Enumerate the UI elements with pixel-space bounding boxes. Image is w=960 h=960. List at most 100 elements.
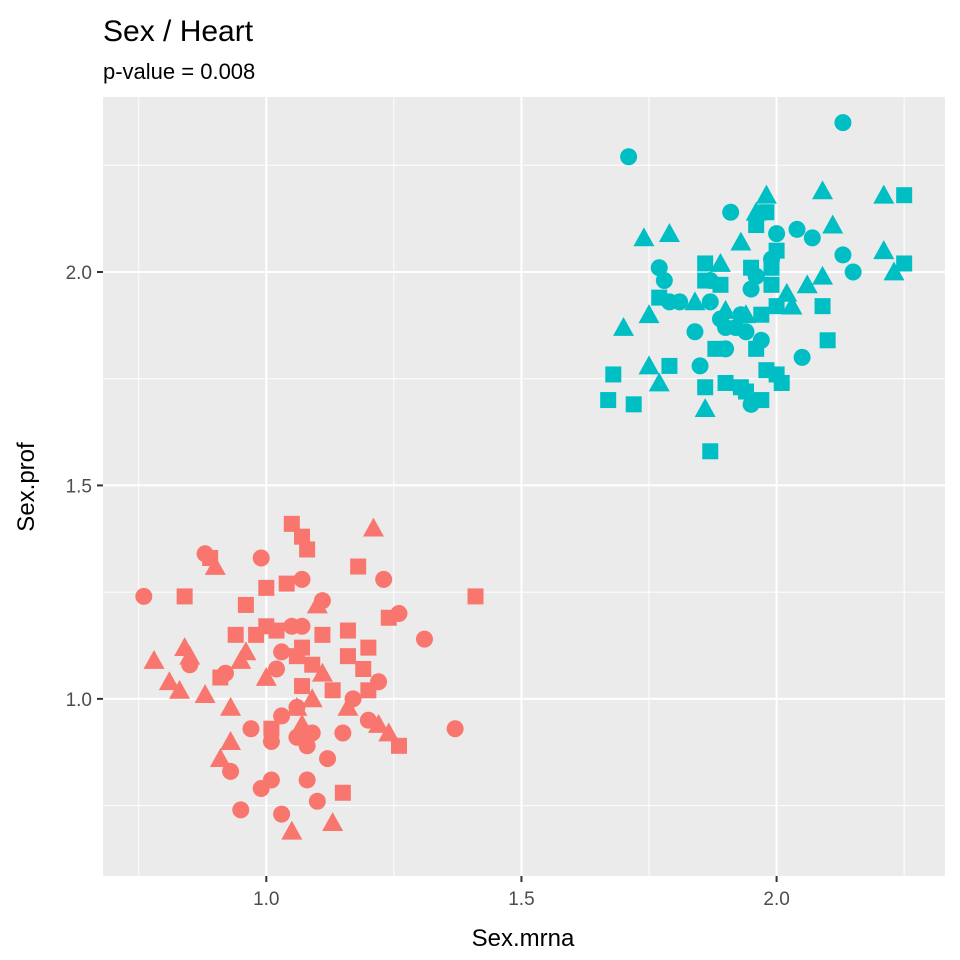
data-point-square — [360, 682, 377, 699]
data-point-triangle — [235, 641, 257, 661]
data-point-square — [814, 298, 831, 315]
data-point-triangle — [658, 223, 680, 242]
data-point-circle — [650, 259, 668, 277]
data-point-triangle — [812, 180, 834, 200]
data-point-triangle — [822, 214, 844, 234]
data-point-circle — [232, 801, 250, 819]
data-point-triangle — [220, 731, 242, 750]
plot-panel — [103, 97, 945, 876]
y-tick-label: 1.5 — [66, 476, 92, 497]
data-point-square — [299, 541, 316, 558]
data-point-circle — [242, 720, 260, 738]
data-point-circle — [359, 711, 377, 729]
data-point-triangle — [194, 684, 216, 703]
data-point-square — [697, 255, 714, 272]
data-point-square — [355, 660, 372, 677]
data-point-triangle — [306, 594, 328, 614]
data-point-circle — [262, 733, 280, 751]
x-tick-label: 2.0 — [763, 889, 789, 910]
chart-subtitle: p-value = 0.008 — [103, 59, 255, 84]
data-point-square — [712, 276, 729, 293]
data-point-square — [294, 639, 311, 656]
data-point-square — [314, 626, 331, 643]
data-point-circle — [844, 263, 862, 281]
x-axis: 1.0 1.5 2.0 — [253, 876, 790, 910]
data-point-square — [294, 528, 311, 545]
data-point-square — [697, 272, 714, 289]
data-point-square — [227, 626, 244, 643]
data-point-triangle — [755, 184, 777, 204]
data-point-square — [390, 737, 407, 754]
data-point-square — [304, 656, 321, 673]
data-point-circle — [298, 737, 316, 755]
data-point-triangle — [301, 688, 323, 708]
data-point-triangle — [684, 291, 706, 311]
y-tick-label: 2.0 — [66, 263, 92, 284]
data-point-square — [737, 383, 754, 400]
data-point-triangle — [730, 231, 752, 251]
data-point-square — [176, 588, 193, 605]
data-point-square — [324, 682, 341, 699]
data-point-square — [380, 609, 397, 626]
data-point-circle — [298, 771, 316, 789]
data-point-square — [661, 357, 678, 374]
data-point-square — [753, 392, 770, 409]
data-point-circle — [686, 323, 704, 341]
data-point-square — [896, 187, 913, 204]
data-point-triangle — [143, 649, 165, 669]
data-point-circle — [737, 323, 755, 341]
data-point-square — [212, 669, 229, 686]
data-point-square — [237, 596, 254, 613]
data-point-circle — [319, 750, 337, 768]
data-point-triangle — [255, 667, 277, 686]
data-point-square — [467, 588, 484, 605]
data-point-square — [268, 622, 285, 639]
data-point-triangle — [179, 645, 201, 665]
data-point-square — [763, 259, 780, 276]
data-point-triangle — [648, 372, 670, 392]
data-point-square — [339, 648, 356, 665]
data-point-triangle — [169, 679, 191, 699]
data-point-triangle — [633, 227, 655, 247]
data-point-triangle — [873, 240, 895, 260]
data-point-circle — [252, 549, 270, 567]
data-point-circle — [308, 792, 326, 810]
x-axis-title: Sex.mrna — [472, 925, 575, 952]
data-point-square — [717, 374, 734, 391]
data-point-triangle — [311, 662, 333, 682]
data-point-triangle — [709, 252, 731, 272]
data-point-triangle — [745, 201, 767, 221]
data-point-triangle — [220, 696, 242, 716]
y-axis-title: Sex.prof — [13, 442, 40, 532]
data-point-circle — [415, 630, 433, 648]
data-point-circle — [620, 148, 638, 166]
data-point-triangle — [735, 304, 757, 324]
data-point-circle — [135, 587, 153, 605]
data-point-circle — [446, 720, 464, 738]
data-point-circle — [334, 724, 352, 742]
y-tick-label: 1.0 — [66, 690, 92, 711]
chart-title: Sex / Heart — [103, 15, 254, 48]
data-point-square — [360, 639, 377, 656]
data-point-square — [768, 242, 785, 259]
data-point-circle — [793, 348, 811, 366]
data-point-circle — [768, 225, 786, 243]
data-point-square — [263, 720, 280, 737]
data-point-circle — [803, 229, 821, 247]
data-point-triangle — [613, 316, 635, 336]
data-point-circle — [788, 220, 806, 238]
data-point-circle — [722, 203, 740, 221]
data-point-square — [697, 379, 714, 396]
data-point-circle — [273, 707, 291, 725]
data-point-circle — [742, 280, 760, 298]
data-point-square — [896, 255, 913, 272]
data-point-triangle — [638, 304, 660, 324]
data-point-circle — [222, 762, 240, 780]
data-point-circle — [671, 293, 689, 311]
data-point-triangle — [694, 398, 716, 417]
data-point-square — [768, 298, 785, 315]
data-point-square — [294, 678, 311, 695]
data-point-triangle — [883, 261, 905, 281]
data-point-triangle — [337, 696, 359, 716]
data-point-circle — [834, 114, 852, 132]
